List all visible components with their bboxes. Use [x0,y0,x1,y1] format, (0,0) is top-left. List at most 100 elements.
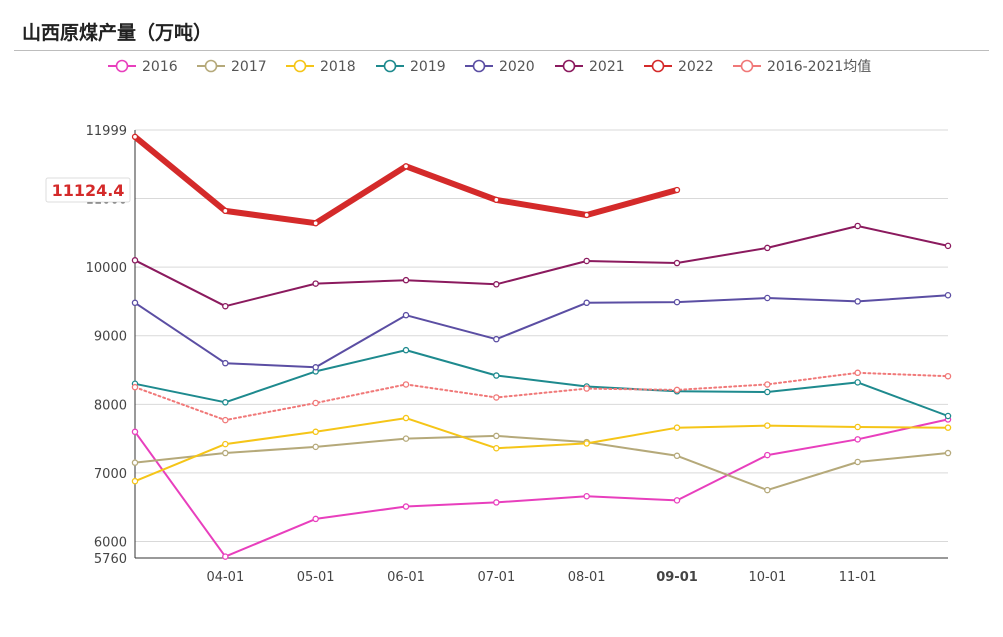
tooltip-box [45,177,131,203]
legend-label-2020: 2020 [499,59,535,75]
point-2022-04-01 [222,207,229,215]
point-2019-10-01 [764,388,771,396]
point-2016-08-01 [583,493,590,500]
legend-marker-2019 [383,59,397,73]
point-2018-06-01 [402,414,410,422]
series-line-2020 [134,294,949,369]
point-2021-05-01 [312,280,319,287]
point-2020-12-01 [944,292,952,299]
point-2016-06-01 [402,503,410,510]
series-group [131,133,952,560]
point-2017-06-01 [402,435,410,442]
point-2016-2021-09-01 [673,386,681,394]
y-tick-label-8000: 8000 [94,398,127,413]
point-2016-05-01 [312,515,319,523]
legend-label-2021: 2021 [589,59,625,75]
point-2016-2021-05-01 [312,399,319,407]
legend-label-2022: 2022 [678,59,714,75]
point-2021-04-01 [222,302,229,310]
legend-marker-2017 [204,59,218,73]
legend-label-2016: 2016 [142,59,178,75]
point-2016-03-01 [131,428,139,436]
legend-label-2018: 2018 [320,59,356,75]
point-2016-2021-06-01 [402,381,410,388]
legend-label-2016-2021: 2016-2021均值 [767,59,871,75]
point-2019-11-01 [854,379,861,386]
point-2018-12-01 [944,424,952,431]
legend-label-2017: 2017 [231,59,267,75]
tooltip-value: 11124.4 [52,181,125,200]
point-2016-04-01 [222,553,229,560]
point-2017-05-01 [312,443,319,451]
point-2019-06-01 [402,346,410,354]
y-tick-label-6000: 6000 [94,536,127,551]
point-2022-09-01 [673,186,681,194]
point-2022-05-01 [312,220,319,227]
point-2019-04-01 [222,399,229,406]
y-tick-label-9000: 9000 [94,330,127,345]
point-2018-07-01 [493,444,500,452]
point-2016-07-01 [493,499,500,506]
x-tick-label-08-01: 08-01 [568,570,606,585]
point-2016-2021-12-01 [944,372,952,380]
title-divider [14,50,989,51]
point-2022-06-01 [402,163,410,170]
point-2020-04-01 [222,359,229,367]
point-2016-2021-07-01 [493,394,500,401]
point-2020-09-01 [673,298,681,306]
y-tick-label-7000: 7000 [94,467,127,482]
point-2017-03-01 [131,459,139,466]
grid-lines [135,129,948,543]
legend-marker-2018 [293,59,307,73]
legend-label-2019: 2019 [410,59,446,75]
point-2020-03-01 [131,299,139,307]
series-line-2021 [134,225,949,308]
point-2016-10-01 [764,451,771,459]
point-2016-09-01 [673,497,681,504]
point-2018-03-01 [131,477,139,485]
point-2021-06-01 [402,276,410,284]
point-2016-2021-11-01 [854,369,861,377]
axes: 5760600070008000900010000110001199904-01… [86,124,948,585]
point-2017-11-01 [854,458,861,466]
point-2021-12-01 [944,242,952,250]
point-2018-10-01 [764,422,771,429]
x-tick-label-06-01: 06-01 [387,570,425,585]
legend: 2016 2017 2018 2019 2020 2021 2022 2016-2021均值 [108,59,871,75]
point-2020-10-01 [764,294,771,302]
point-2019-12-01 [944,412,952,420]
point-2018-05-01 [312,428,319,436]
series-line-2017 [134,434,949,492]
point-2020-06-01 [402,311,410,319]
legend-marker-2021 [562,59,576,73]
point-2021-11-01 [854,222,861,230]
point-2020-05-01 [312,364,319,371]
point-2016-2021-10-01 [764,381,771,388]
point-2021-10-01 [764,244,771,252]
point-2016-2021-03-01 [131,383,139,391]
point-2021-07-01 [493,281,500,288]
legend-marker-2022 [651,59,665,73]
chart-title: 山西原煤产量（万吨） [22,22,213,44]
point-2017-10-01 [764,486,771,494]
point-2022-08-01 [583,211,590,219]
y-tick-label-5760: 5760 [94,552,127,567]
point-2022-07-01 [493,196,500,204]
point-2021-08-01 [583,257,590,265]
point-2018-09-01 [673,424,681,431]
point-2018-11-01 [854,423,861,431]
series-line-2016 [134,418,949,558]
series-line-2022 [132,133,680,227]
point-2016-2021-04-01 [222,416,229,424]
point-2018-08-01 [583,440,590,447]
series-line-2016-2021 [134,371,949,422]
y-tick-label-10000: 10000 [86,261,127,276]
point-2022-03-01 [131,133,139,140]
point-2017-07-01 [493,432,500,440]
x-tick-label-07-01: 07-01 [477,570,515,585]
legend-marker-2016 [115,59,129,73]
legend-marker-2016-2021 [740,59,754,73]
point-2021-09-01 [673,259,681,267]
x-tick-label-04-01: 04-01 [206,570,244,585]
